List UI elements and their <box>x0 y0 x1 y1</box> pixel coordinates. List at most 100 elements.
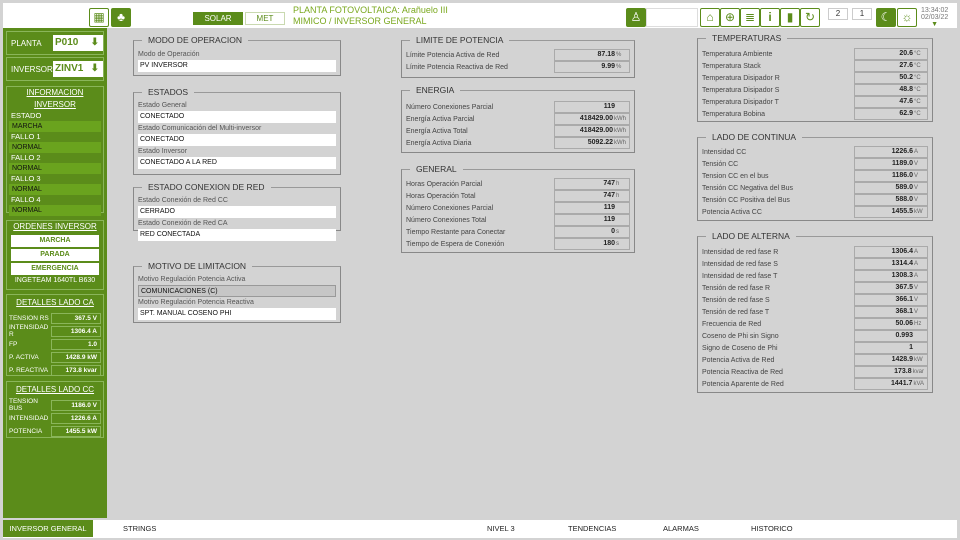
info-value: MARCHA <box>9 121 101 132</box>
row-value: 180s <box>554 238 630 250</box>
field-value: RED CONECTADA <box>138 229 336 241</box>
value-number: 1441.7 <box>891 380 913 387</box>
row-value: 366.1V <box>854 294 928 306</box>
row-label: Intensidad de red fase S <box>702 260 778 268</box>
solar-panel-icon[interactable]: ▦ <box>89 8 109 27</box>
row-value: 589.0V <box>854 182 928 194</box>
clock: 13:34:02 02/03/22 ▼ <box>921 7 949 28</box>
value-unit: % <box>616 64 622 70</box>
breadcrumb-root[interactable]: MIMICO / <box>293 16 332 26</box>
row-value: 119 <box>554 214 630 226</box>
sun-icon[interactable]: ☼ <box>897 8 917 27</box>
info-value: NORMAL <box>9 184 101 195</box>
value-unit: V <box>914 285 919 291</box>
plant-icon[interactable]: ♣ <box>111 8 131 27</box>
info-icon[interactable]: i <box>760 8 780 27</box>
data-row: Intensidad de red fase T 1308.3A <box>702 270 928 282</box>
tab-solar[interactable]: SOLAR <box>193 12 243 25</box>
row-label: Potencia Activa CC <box>702 208 762 216</box>
row-value: 368.1V <box>854 306 928 318</box>
nav-tendencias[interactable]: TENDENCIAS <box>568 524 617 533</box>
arrow-down-icon: ⬇ <box>90 37 99 48</box>
value-unit: Hz <box>914 321 922 327</box>
data-row: Horas Operación Parcial 747h <box>406 178 630 190</box>
value-unit: °C <box>914 87 921 93</box>
inversor-dropdown[interactable]: ZINV1 ⬇ <box>53 61 103 77</box>
value-unit: V <box>914 173 919 179</box>
value-number: 1428.9 <box>891 356 913 363</box>
row-label: Número Conexiones Parcial <box>406 204 494 212</box>
nav-strings[interactable]: STRINGS <box>123 524 157 533</box>
data-row: Energía Activa Total 418429.00kWh <box>406 125 630 137</box>
row-value: 27.6°C <box>854 60 928 72</box>
nav-historico[interactable]: HISTORICO <box>751 524 793 533</box>
row-label: Intensidad de red fase R <box>702 248 779 256</box>
globe-icon[interactable]: ⊕ <box>720 8 740 27</box>
nav-alarmas[interactable]: ALARMAS <box>663 524 699 533</box>
order-button-parada[interactable]: PARADA <box>11 249 99 261</box>
data-row: Límite Potencia Activa de Red 87.18% <box>406 49 630 61</box>
moon-icon[interactable]: ☾ <box>876 8 896 27</box>
row-value: 1314.4A <box>854 258 928 270</box>
data-row: Signo de Coseno de Phi 1 <box>702 342 928 354</box>
inversor-selector: INVERSOR ZINV1 ⬇ <box>6 57 104 81</box>
lado-continua-panel: LADO DE CONTINUA Intensidad CC 1226.6A Tens… <box>697 132 933 221</box>
row-label: Límite Potencia Reactiva de Red <box>406 63 508 71</box>
value-unit: A <box>914 149 919 155</box>
detail-value: 1.0 <box>51 338 101 350</box>
value-number: 1189.0 <box>891 160 913 167</box>
row-label: Límite Potencia Activa de Red <box>406 51 500 59</box>
value-unit: °C <box>914 99 921 105</box>
detail-row: P. ACTIVA 1428.9 kW <box>9 351 101 363</box>
tab-met[interactable]: MET <box>245 12 285 25</box>
user-icon[interactable]: ♙ <box>626 8 646 27</box>
field-label: Modo de Operación <box>138 51 200 58</box>
value-number: 1226.6 <box>891 148 913 155</box>
detail-row: P. REACTIVA 173.8 kvar <box>9 364 101 376</box>
bar-chart-icon[interactable]: ▮ <box>780 8 800 27</box>
screen-1-button[interactable]: 1 <box>852 8 872 20</box>
nav-inversor-general[interactable]: INVERSOR GENERAL <box>3 520 93 537</box>
data-row: Temperatura Disipador T 47.6°C <box>702 96 928 108</box>
row-value: 48.8°C <box>854 84 928 96</box>
planta-dropdown[interactable]: P010 ⬇ <box>53 35 103 51</box>
row-value: 119 <box>554 101 630 113</box>
data-row: Energía Activa Diaria 5092.22kWh <box>406 137 630 149</box>
document-icon[interactable]: ≣ <box>740 8 760 27</box>
value-unit: V <box>914 309 919 315</box>
energia-panel: ENERGIA Número Conexiones Parcial 119 Energ… <box>401 85 635 153</box>
row-value: 87.18% <box>554 49 630 61</box>
refresh-icon[interactable]: ↻ <box>800 8 820 27</box>
detail-row: TENSION BUS 1186.0 V <box>9 398 101 412</box>
value-number: 1 <box>909 344 913 351</box>
row-label: Frecuencia de Red <box>702 320 762 328</box>
row-value: 1 <box>854 342 928 354</box>
value-number: 50.06 <box>895 320 913 327</box>
order-button-emergencia[interactable]: EMERGENCIA <box>11 263 99 275</box>
row-label: Temperatura Disipador T <box>702 98 779 106</box>
data-row: Horas Operación Total 747h <box>406 190 630 202</box>
home-icon[interactable]: ⌂ <box>700 8 720 27</box>
temperaturas-panel: TEMPERATURAS Temperatura Ambiente 20.6°C Te… <box>697 33 933 122</box>
row-label: Temperatura Disipador S <box>702 86 780 94</box>
info-label: FALLO 3 <box>11 174 41 183</box>
info-label: FALLO 4 <box>11 195 41 204</box>
nav-nivel-3[interactable]: NIVEL 3 <box>487 524 515 533</box>
detail-value: 1226.6 A <box>51 412 101 424</box>
row-label: Potencia Aparente de Red <box>702 380 784 388</box>
data-row: Temperatura Ambiente 20.6°C <box>702 48 928 60</box>
screen-2-button[interactable]: 2 <box>828 8 848 20</box>
detail-label: INTENSIDAD <box>9 414 49 422</box>
value-number: 0.993 <box>895 332 913 339</box>
order-button-marcha[interactable]: MARCHA <box>11 235 99 247</box>
value-unit: s <box>616 229 619 235</box>
row-value: 1306.4A <box>854 246 928 258</box>
row-label: Temperatura Disipador R <box>702 74 780 82</box>
detail-value: 1428.9 kW <box>51 351 101 363</box>
value-unit: kWh <box>614 116 626 122</box>
value-unit: °C <box>914 75 921 81</box>
detail-label: POTENCIA <box>9 427 43 435</box>
user-field[interactable] <box>646 8 698 27</box>
value-unit: h <box>616 193 620 199</box>
